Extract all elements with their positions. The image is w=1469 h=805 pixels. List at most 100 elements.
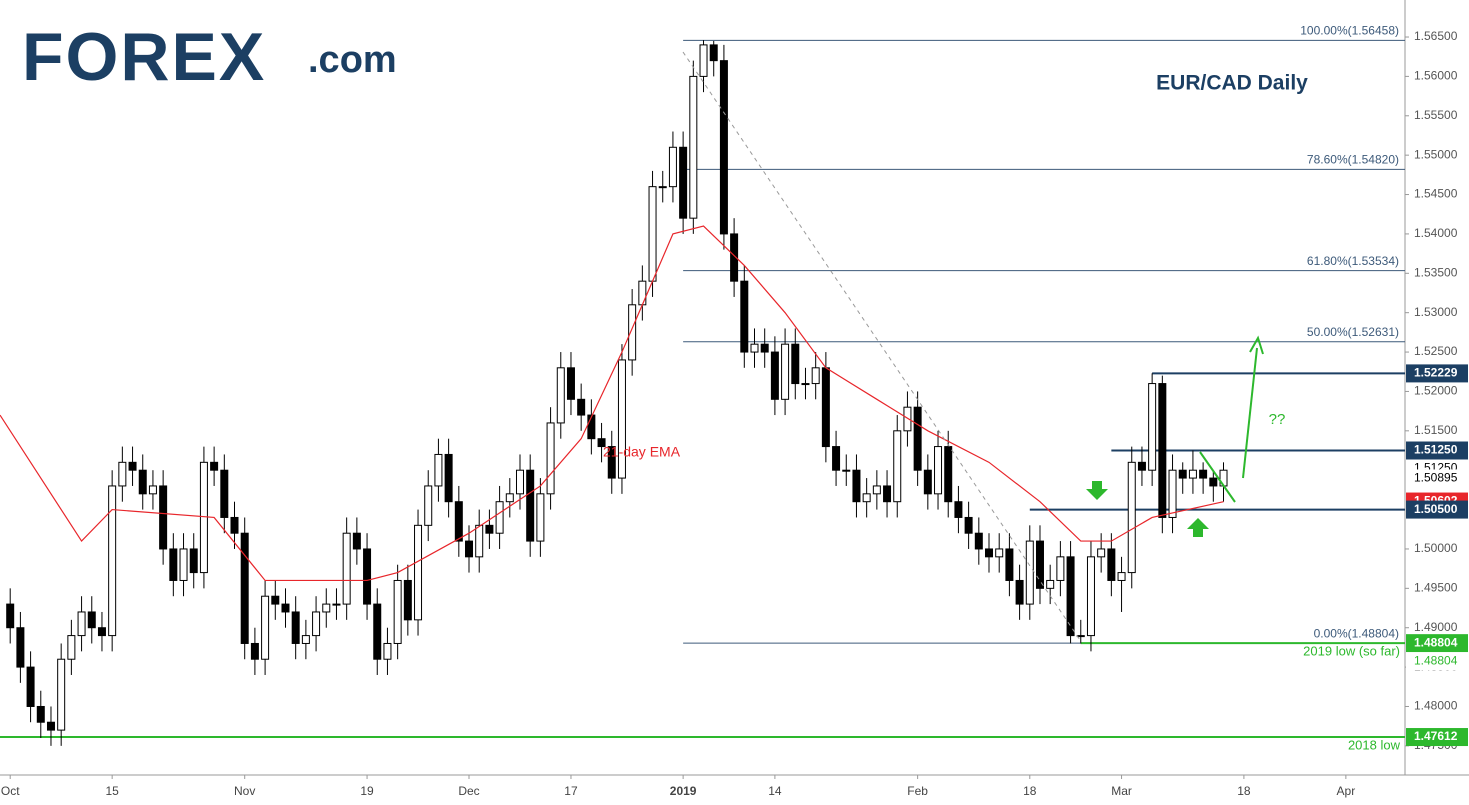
y-tick-label: 1.48000 xyxy=(1414,699,1458,713)
y-tick-label: 1.52500 xyxy=(1414,344,1458,358)
candle-body xyxy=(424,485,433,526)
candle-body xyxy=(1127,461,1136,574)
candle-body xyxy=(801,383,810,386)
candle-body xyxy=(709,44,718,62)
candle-body xyxy=(1005,548,1014,581)
candle-body xyxy=(1046,579,1055,589)
price-label: 1.50500 xyxy=(1414,502,1458,516)
y-tick-label: 1.51500 xyxy=(1414,423,1458,437)
candle-body xyxy=(1035,540,1044,589)
y-tick-label: 1.54500 xyxy=(1414,187,1458,201)
candle-body xyxy=(97,627,106,637)
brand-logo: FOREX xyxy=(22,19,266,95)
candle-body xyxy=(638,280,647,306)
y-tick-label: 1.50000 xyxy=(1414,541,1458,555)
candle-body xyxy=(118,461,127,487)
candle-body xyxy=(781,343,790,400)
price-label-box xyxy=(1406,728,1468,747)
candle-body xyxy=(87,611,96,629)
x-tick-label: Feb xyxy=(907,784,928,798)
candle-body xyxy=(210,461,219,471)
candle-body xyxy=(944,446,953,503)
candle-body xyxy=(974,532,983,550)
candle-body xyxy=(271,595,280,605)
candle-body xyxy=(566,367,575,400)
target-arrow xyxy=(1242,347,1258,479)
candle-body xyxy=(312,611,321,637)
candle-body xyxy=(230,516,239,534)
candle-body xyxy=(373,603,382,660)
candle-body xyxy=(923,469,932,495)
candle-body xyxy=(1097,548,1106,558)
candle-body xyxy=(67,635,76,660)
candle-body xyxy=(363,548,372,605)
candle-body xyxy=(699,44,708,77)
candle-body xyxy=(852,469,861,503)
candle-body xyxy=(1137,461,1146,471)
candle-body xyxy=(434,453,443,487)
candle-body xyxy=(791,343,800,385)
trend-line xyxy=(1199,451,1236,503)
candle-body xyxy=(964,516,973,534)
candle-body xyxy=(1168,469,1177,518)
price-label: 1.48804 xyxy=(1414,653,1458,667)
y-tick-label: 1.49000 xyxy=(1414,620,1458,634)
candle-body xyxy=(821,367,830,448)
price-label: 1.48804 xyxy=(1414,635,1458,649)
candle-body xyxy=(607,446,616,479)
candle-body xyxy=(1066,556,1075,637)
price-label: 1.52229 xyxy=(1414,366,1458,380)
candle-body xyxy=(730,233,739,282)
candle-body xyxy=(57,658,66,731)
y-tick-label: 1.56500 xyxy=(1414,29,1458,43)
x-tick-label: Nov xyxy=(234,784,255,798)
x-tick-label: 18 xyxy=(1023,784,1037,798)
candle-body xyxy=(179,548,188,581)
price-label-box xyxy=(1406,634,1468,653)
candle-body xyxy=(719,60,728,235)
candle-body xyxy=(454,501,463,542)
candle-body xyxy=(332,603,341,606)
x-tick-label: Oct xyxy=(1,784,20,798)
candle-body xyxy=(383,642,392,660)
price-label: 1.47612 xyxy=(1414,729,1458,743)
x-tick-label: 14 xyxy=(768,784,782,798)
y-tick-label: 1.53500 xyxy=(1414,265,1458,279)
fib-trend-line xyxy=(682,51,1081,641)
candle-body xyxy=(689,75,698,219)
y-tick-label: 1.49500 xyxy=(1414,581,1458,595)
candle-body xyxy=(250,642,259,660)
candle-body xyxy=(485,524,494,534)
candle-body xyxy=(36,705,45,723)
candle-body xyxy=(189,548,198,574)
candle-body xyxy=(587,414,596,440)
candle-body xyxy=(128,461,137,471)
x-tick-label: 2019 xyxy=(670,784,697,798)
candle-body xyxy=(352,532,361,550)
candle-body xyxy=(342,532,351,605)
candle-body xyxy=(740,280,749,353)
candle-body xyxy=(301,635,310,644)
candle-body xyxy=(495,501,504,534)
candle-body xyxy=(832,446,841,471)
candle-body xyxy=(444,453,453,503)
candle-body xyxy=(261,595,270,660)
candle-body xyxy=(108,485,117,637)
candle-body xyxy=(1117,572,1126,581)
candle-body xyxy=(1158,383,1167,518)
candle-body xyxy=(240,532,249,644)
x-tick-label: 15 xyxy=(105,784,119,798)
candle-body xyxy=(159,485,168,550)
y-tick-label: 1.52000 xyxy=(1414,384,1458,398)
candle-body xyxy=(750,343,759,353)
candle-body xyxy=(16,627,25,668)
candle-body xyxy=(577,398,586,416)
x-tick-label: Apr xyxy=(1337,784,1356,798)
candle-body xyxy=(1107,548,1116,581)
candle-body xyxy=(617,359,626,479)
candle-body xyxy=(862,493,871,503)
candle-body xyxy=(954,501,963,518)
price-label-box xyxy=(1406,364,1468,383)
low-2019-label: 2019 low (so far) xyxy=(1303,643,1400,658)
